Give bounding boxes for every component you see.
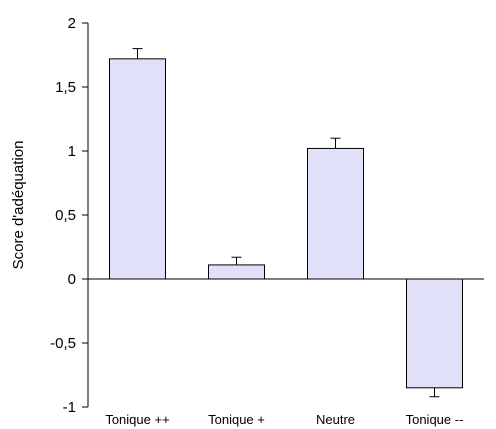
- y-tick-label: 1,5: [55, 79, 76, 96]
- x-tick-label: Tonique +: [208, 412, 265, 427]
- y-tick-label: 0,5: [55, 207, 76, 224]
- x-tick-label: Tonique --: [406, 412, 464, 427]
- y-tick-label: 1: [68, 143, 76, 160]
- y-tick-label: 2: [68, 15, 76, 32]
- y-axis-label: Score d'adéquation: [10, 141, 27, 270]
- y-axis-ticks: -1 -0,5 0 0,5 1 1,5 2: [50, 15, 88, 416]
- bars: [109, 48, 463, 398]
- y-tick-label: 0: [68, 271, 76, 288]
- x-axis-labels: Tonique ++ Tonique + Neutre Tonique --: [105, 412, 463, 427]
- y-tick-label: -0,5: [50, 335, 76, 352]
- bar: [208, 264, 265, 280]
- bar: [406, 278, 463, 389]
- x-tick-label: Neutre: [316, 412, 355, 427]
- bar: [109, 58, 166, 280]
- bar: [307, 147, 364, 280]
- x-tick-label: Tonique ++: [105, 412, 169, 427]
- y-tick-label: -1: [63, 399, 76, 416]
